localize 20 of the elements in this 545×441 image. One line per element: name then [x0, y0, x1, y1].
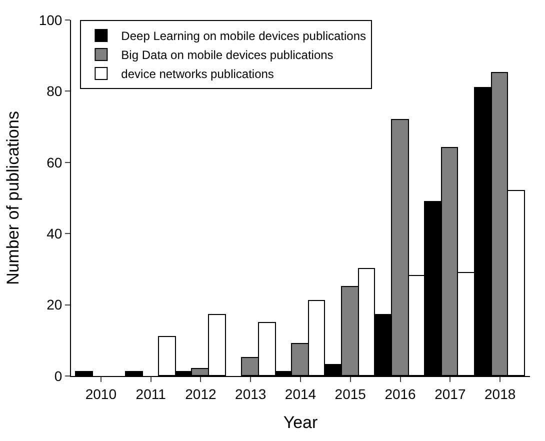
x-tick-label: 2013 [235, 386, 266, 402]
x-tick-label: 2017 [434, 386, 466, 402]
y-tick-label: 60 [46, 154, 62, 170]
x-tick-label: 2014 [284, 386, 316, 402]
legend-label: Big Data on mobile devices publications [121, 48, 334, 62]
x-tick-label: 2010 [85, 386, 117, 402]
y-tick-label: 0 [54, 368, 62, 384]
legend-label: Deep Learning on mobile devices publications [121, 29, 366, 44]
y-tick-label: 40 [46, 226, 62, 242]
x-tick-label: 2012 [185, 386, 216, 402]
y-tick-label: 100 [38, 12, 62, 28]
y-tick-label: 80 [46, 83, 62, 100]
y-tick-label: 20 [46, 296, 62, 313]
x-tick-label: 2016 [384, 386, 416, 402]
x-tick-label: 2015 [334, 386, 366, 402]
legend-label: device networks publications [121, 67, 274, 82]
x-tick-label: 2011 [136, 386, 166, 402]
y-axis-title: Number of publications [3, 111, 22, 285]
x-axis-title: Year [283, 413, 318, 432]
x-tick-label: 2018 [484, 386, 516, 402]
